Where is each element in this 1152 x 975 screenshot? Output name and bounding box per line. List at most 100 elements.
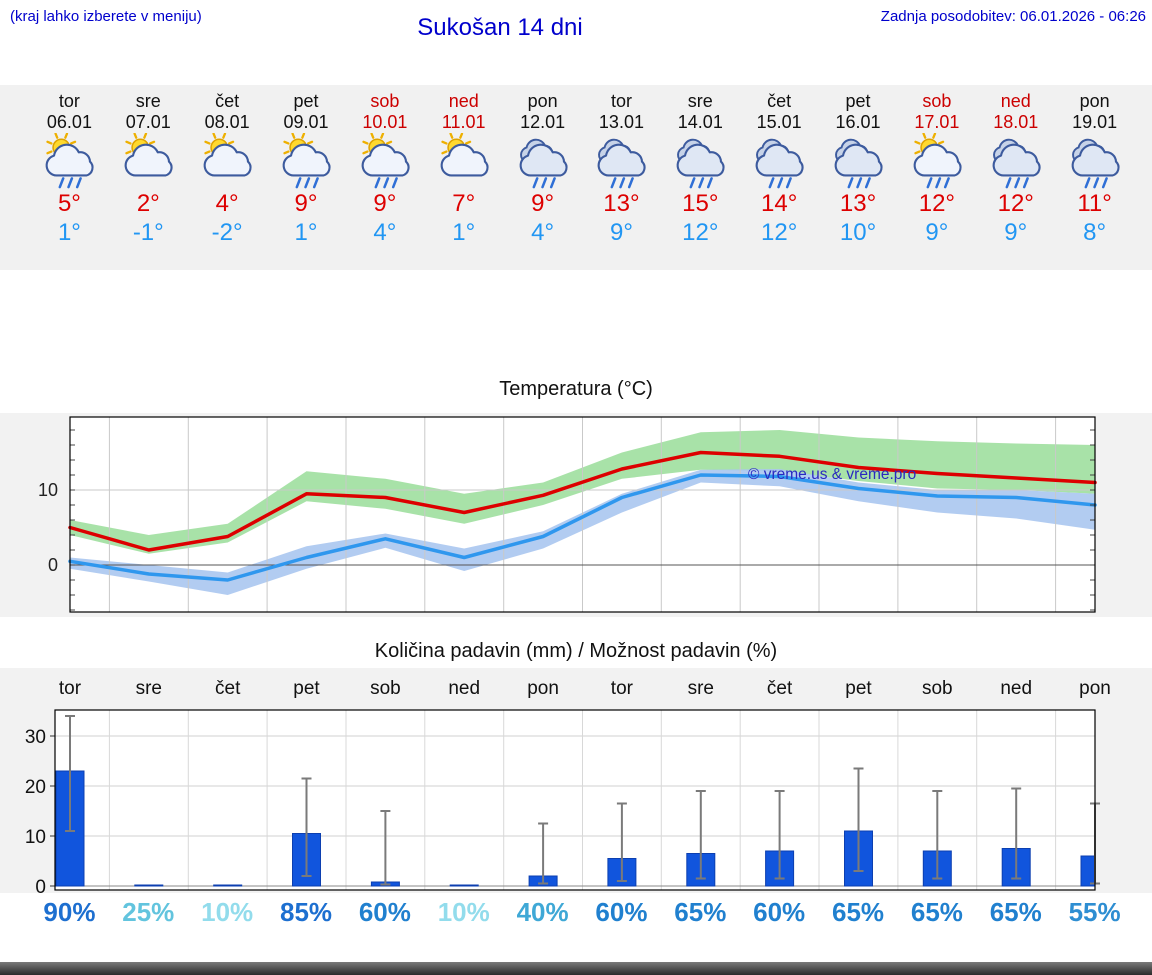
- day-label: ned: [448, 678, 480, 699]
- day-column: sob 10.01 9° 4°: [345, 91, 424, 270]
- precip-bar: [1080, 855, 1096, 887]
- probability-label: 55%: [1068, 897, 1121, 927]
- precip-bar: [449, 884, 479, 887]
- day-column: ned 18.01 12° 9°: [976, 91, 1055, 270]
- cloud-rain-icon: [834, 138, 883, 189]
- y-axis-label: 20: [25, 777, 46, 798]
- low-temp: 8°: [1083, 219, 1107, 246]
- sun-cloud-icon: [203, 133, 252, 177]
- precipitation-chart: 0 10 20 30 tor sre čet pet sob ned pon tor sre čet pet…: [0, 668, 1152, 893]
- probability-label: 60%: [358, 897, 411, 927]
- day-label: tor: [611, 678, 634, 699]
- day-label: ned: [1000, 678, 1032, 699]
- day-date: 11.01: [441, 112, 486, 132]
- day-label: sre: [688, 678, 714, 699]
- cloud-rain-icon: [676, 138, 725, 189]
- last-updated-label: Zadnja posodobitev: 06.01.2026 - 06:26: [880, 8, 1146, 25]
- day-date: 19.01: [1072, 112, 1118, 132]
- day-name: čet: [215, 91, 240, 111]
- footer-bar: [0, 962, 1152, 975]
- day-name: sre: [687, 91, 713, 111]
- day-label: sre: [136, 678, 162, 699]
- day-name: sob: [370, 91, 400, 111]
- low-temp: 1°: [57, 219, 81, 246]
- day-column: tor 13.01 13° 9°: [582, 91, 661, 270]
- low-temp: 9°: [1004, 219, 1028, 246]
- high-temp: 2°: [136, 190, 160, 217]
- day-strip: tor 06.01 5° 1° sre 07.01 2° -1° čet 08.01 4° -2° pe…: [0, 85, 1152, 270]
- temp-line-min: [68, 473, 1097, 582]
- day-label: sob: [922, 678, 953, 699]
- high-temp: 9°: [373, 190, 397, 217]
- precipitation-chart-title: Količina padavin (mm) / Možnost padavin …: [374, 640, 778, 662]
- day-name: ned: [1000, 91, 1031, 111]
- probability-label: 65%: [989, 897, 1042, 927]
- probability-label: 10%: [201, 897, 254, 927]
- high-temp: 14°: [761, 190, 798, 217]
- plot-border: [69, 416, 1096, 613]
- high-temp: 9°: [294, 190, 318, 217]
- probability-label: 65%: [832, 897, 885, 927]
- day-name: ned: [448, 91, 479, 111]
- high-temp: 12°: [997, 190, 1034, 217]
- day-label: pet: [293, 678, 320, 699]
- probability-label: 90%: [43, 897, 96, 927]
- day-name: sre: [135, 91, 161, 111]
- sun-cloud-rain-icon: [282, 133, 331, 189]
- low-temp: 9°: [609, 219, 633, 246]
- day-column: sre 14.01 15° 12°: [661, 91, 740, 270]
- day-date: 13.01: [598, 112, 644, 132]
- day-date: 15.01: [756, 112, 802, 132]
- sun-cloud-rain-icon: [361, 133, 410, 189]
- temperature-chart: 0 10 © vreme.us & vreme.pro: [0, 413, 1152, 617]
- high-temp: 13°: [839, 190, 877, 217]
- high-temp: 11°: [1077, 190, 1112, 217]
- low-temp: 12°: [761, 219, 798, 246]
- day-name: pet: [845, 91, 871, 111]
- day-date: 16.01: [835, 112, 881, 132]
- high-temp: 15°: [682, 190, 719, 217]
- day-column: tor 06.01 5° 1°: [30, 91, 109, 270]
- precipitation-probability-row: 90% 25% 10% 85% 60% 10% 40% 60% 65% 60% 65% 65% 65% 5…: [0, 897, 1152, 933]
- cloud-rain-icon: [1071, 138, 1120, 189]
- low-temp: 1°: [294, 219, 318, 246]
- high-temp: 5°: [57, 190, 81, 217]
- low-temp: -2°: [211, 219, 243, 246]
- plot-border: [54, 709, 1096, 891]
- low-temp: -1°: [132, 219, 164, 246]
- precip-bar: [134, 884, 164, 887]
- precip-plot-area: [55, 710, 1095, 890]
- day-date: 07.01: [125, 112, 171, 132]
- low-temp: 4°: [373, 219, 397, 246]
- low-temp: 4°: [531, 219, 555, 246]
- day-column: pet 16.01 13° 10°: [819, 91, 898, 270]
- precip-bar: [213, 884, 243, 887]
- cloud-rain-icon: [755, 138, 804, 189]
- probability-label: 25%: [122, 897, 175, 927]
- day-column: ned 11.01 7° 1°: [424, 91, 503, 270]
- day-column: čet 15.01 14° 12°: [740, 91, 819, 270]
- day-name: pon: [527, 91, 558, 111]
- watermark-link[interactable]: © vreme.us & vreme.pro: [748, 466, 917, 483]
- temperature-chart-svg: 0 10: [38, 416, 1097, 613]
- high-temp: 9°: [531, 190, 555, 217]
- day-name: čet: [767, 91, 792, 111]
- precipitation-chart-svg: 0 10 20 30 tor sre čet pet sob ned pon tor sre čet pet…: [25, 678, 1111, 893]
- day-date: 14.01: [677, 112, 723, 132]
- day-column: pon 12.01 9° 4°: [503, 91, 582, 270]
- low-temp: 9°: [925, 219, 949, 246]
- day-label: pon: [527, 678, 559, 699]
- day-name: tor: [610, 91, 632, 111]
- sun-cloud-rain-icon: [913, 133, 962, 189]
- day-label: pon: [1079, 678, 1111, 699]
- high-temp: 7°: [452, 190, 476, 217]
- high-temp: 12°: [918, 190, 956, 217]
- probability-label: 65%: [674, 897, 727, 927]
- cloud-rain-icon: [519, 138, 568, 189]
- probability-label: 65%: [910, 897, 963, 927]
- day-name: pon: [1079, 91, 1110, 111]
- day-date: 10.01: [362, 112, 408, 132]
- day-column: pon 19.01 11° 8°: [1055, 91, 1134, 270]
- day-date: 18.01: [993, 112, 1039, 132]
